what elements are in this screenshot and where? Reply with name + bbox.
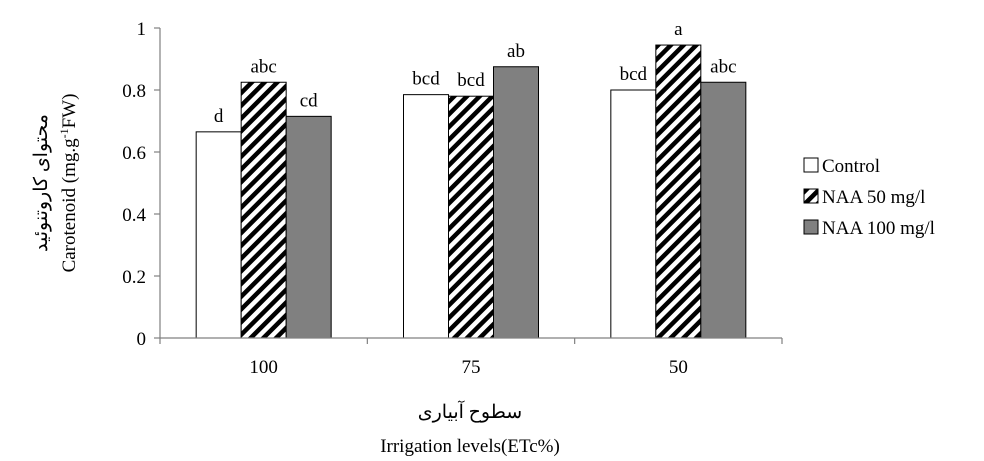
bar	[493, 66, 539, 339]
y-tick-label: 0	[137, 329, 147, 350]
y-tick-label: 1	[137, 19, 147, 40]
significance-letter: bcd	[620, 64, 648, 85]
x-axis-title-english: Irrigation levels(ETc%)	[380, 436, 560, 457]
significance-letter: abc	[250, 56, 276, 77]
bar	[285, 115, 332, 339]
significance-letter: d	[214, 106, 224, 127]
x-tick-label: 50	[669, 357, 688, 378]
significance-letter: bcd	[412, 69, 440, 90]
legend-label: Control	[822, 156, 880, 177]
x-axis-title-persian: سطوح آبیاری	[418, 400, 522, 423]
bar	[195, 131, 242, 339]
y-tick-group: 0 0.2 0.4 0.6 0.8 1	[122, 19, 160, 350]
significance-letter: abc	[710, 56, 736, 77]
significance-letter: ab	[507, 41, 525, 62]
significance-letter: a	[674, 19, 683, 40]
bar	[240, 81, 287, 339]
y-tick-label: 0.6	[122, 143, 146, 164]
x-tick-group: 100 75 50	[159, 338, 783, 378]
legend-label: NAA 50 mg/l	[822, 187, 925, 208]
x-tick-label: 75	[462, 357, 481, 378]
significance-letter: cd	[300, 90, 318, 111]
legend-swatch	[803, 219, 819, 235]
bar	[700, 81, 747, 339]
y-tick-label: 0.4	[122, 205, 146, 226]
legend: Control NAA 50 mg/l NAA 100 mg/l	[803, 156, 935, 239]
bar	[655, 44, 702, 339]
bar	[610, 89, 657, 339]
legend-swatch	[803, 157, 819, 173]
x-tick-label: 100	[249, 357, 278, 378]
legend-label: NAA 100 mg/l	[822, 218, 935, 239]
bars-group	[195, 44, 747, 339]
y-tick-label: 0.2	[122, 267, 146, 288]
y-tick-label: 0.8	[122, 81, 146, 102]
bar	[403, 94, 449, 339]
y-axis-title-english: Carotenoid (mg.g-1FW)	[57, 94, 80, 273]
y-axis-title-persian: محتوای کاروتنوئید	[31, 114, 52, 252]
bar	[448, 95, 494, 339]
legend-swatch	[803, 188, 819, 204]
significance-letter: bcd	[457, 70, 485, 91]
